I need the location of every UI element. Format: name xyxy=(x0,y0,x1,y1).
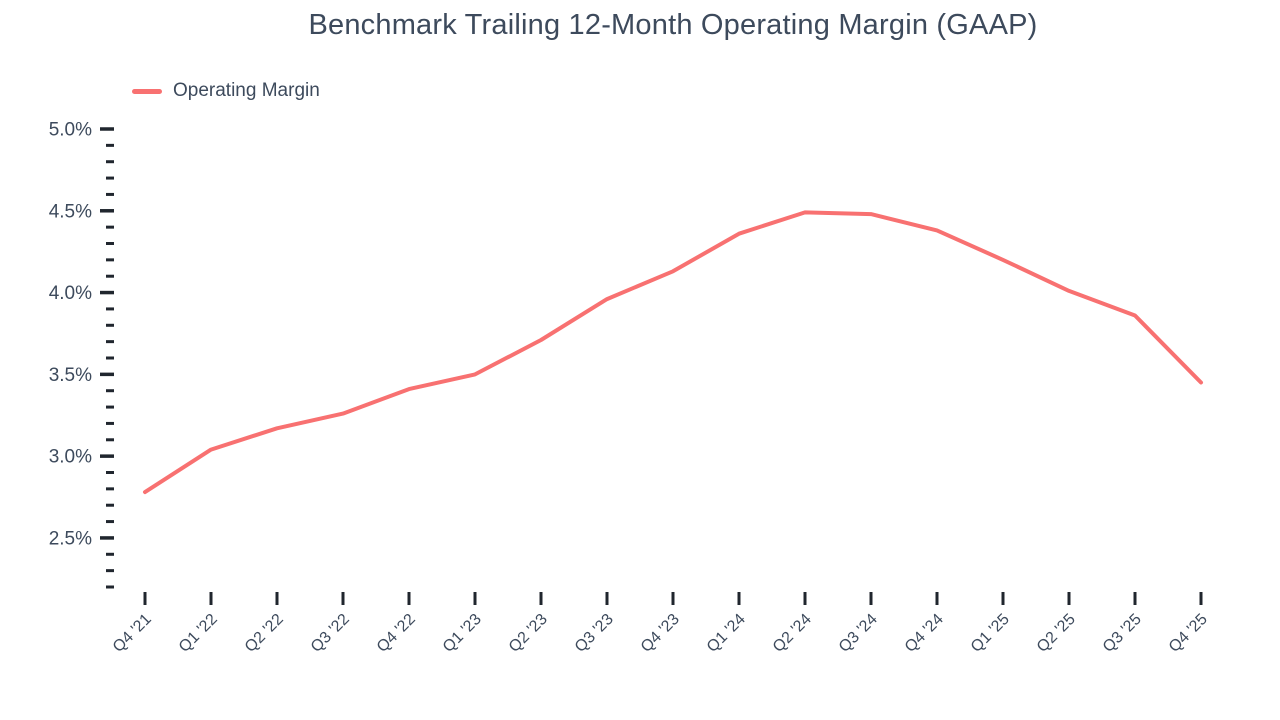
legend-item-operating-margin[interactable]: Operating Margin xyxy=(132,80,320,102)
x-axis-tick-label: Q4 '24 xyxy=(902,611,947,656)
y-axis-tick-label: 4.5% xyxy=(49,201,92,222)
y-axis-tick-label: 3.5% xyxy=(49,365,92,386)
x-axis-tick-label: Q3 '23 xyxy=(572,611,617,656)
x-axis-tick-label: Q2 '22 xyxy=(242,611,287,656)
y-axis-tick-label: 2.5% xyxy=(49,528,92,549)
x-axis-tick-label: Q3 '24 xyxy=(836,611,881,656)
y-axis-tick-label: 3.0% xyxy=(49,447,92,468)
x-axis-tick-label: Q4 '23 xyxy=(638,611,683,656)
x-axis-tick-label: Q1 '22 xyxy=(176,611,221,656)
x-axis-tick-label: Q2 '24 xyxy=(770,611,815,656)
legend: Operating Margin xyxy=(132,80,320,102)
x-axis-tick-label: Q1 '25 xyxy=(968,611,1013,656)
x-axis-tick-label: Q1 '23 xyxy=(440,611,485,656)
x-axis-tick-label: Q4 '22 xyxy=(374,611,419,656)
x-axis-tick-label: Q2 '23 xyxy=(506,611,551,656)
legend-label: Operating Margin xyxy=(173,80,320,101)
x-axis-tick-label: Q2 '25 xyxy=(1034,611,1079,656)
x-axis-tick-label: Q3 '25 xyxy=(1100,611,1145,656)
x-axis-tick-label: Q1 '24 xyxy=(704,611,749,656)
legend-swatch-icon xyxy=(132,88,162,94)
chart-title: Benchmark Trailing 12-Month Operating Ma… xyxy=(308,9,1038,41)
series-line-operating-margin[interactable] xyxy=(143,210,1203,495)
x-axis-tick-label: Q4 '21 xyxy=(110,611,155,656)
x-axis-tick-label: Q4 '25 xyxy=(1166,611,1211,656)
x-axis-tick-label: Q3 '22 xyxy=(308,611,353,656)
y-axis-tick-label: 5.0% xyxy=(49,120,92,141)
y-axis-tick-label: 4.0% xyxy=(49,283,92,304)
